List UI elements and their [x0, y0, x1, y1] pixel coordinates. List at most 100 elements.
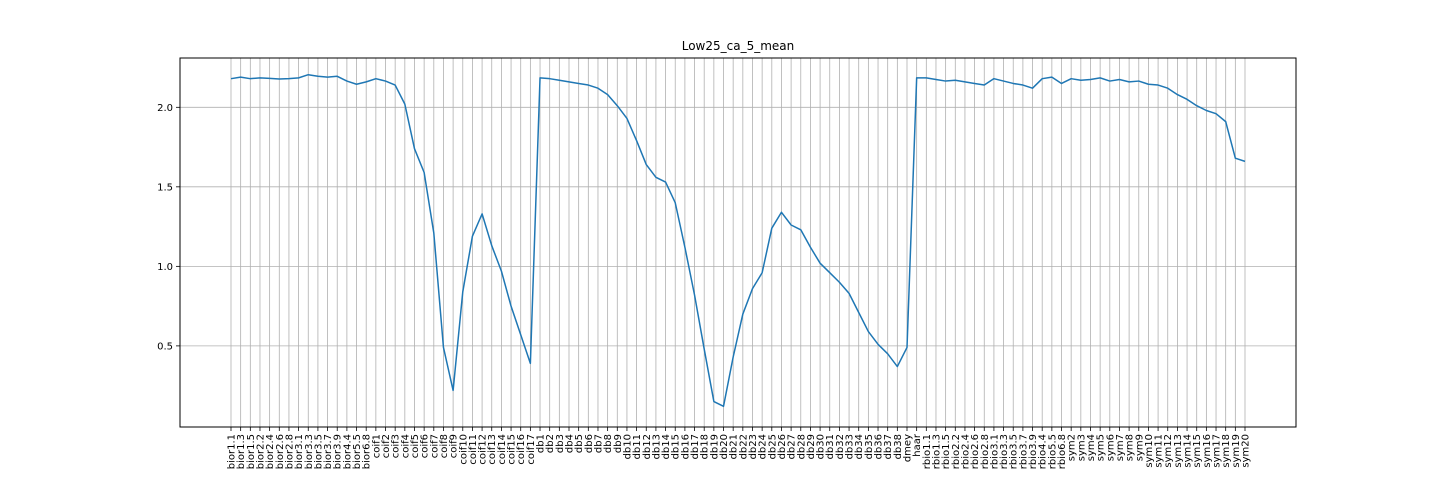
x-tick-label: sym4: [1086, 434, 1097, 461]
x-tick-label: db26: [777, 434, 788, 459]
x-tick-label: coif16: [516, 434, 527, 465]
y-axis: 0.5 1.0 1.5 2.0: [157, 103, 180, 352]
x-tick-label: db28: [796, 434, 807, 459]
x-tick-label: db19: [709, 434, 720, 459]
x-tick-label: db36: [874, 434, 885, 459]
x-tick-label: sym3: [1076, 434, 1087, 461]
x-tick-label: coif12: [478, 434, 489, 465]
y-tick-label: 1.5: [157, 182, 173, 193]
x-tick-label: db10: [622, 434, 633, 459]
x-tick-label: coif13: [487, 434, 498, 465]
x-tick-label: db6: [584, 434, 595, 453]
x-tick-label: rbio3.9: [1028, 434, 1039, 469]
x-tick-label: rbio1.5: [941, 434, 952, 469]
plot-area-background: [180, 58, 1296, 427]
x-tick-label: rbio1.1: [922, 434, 933, 469]
x-tick-label: db30: [816, 434, 827, 459]
x-tick-label: bior3.5: [313, 434, 324, 469]
x-tick-label: rbio2.8: [980, 434, 991, 469]
y-tick-label: 0.5: [157, 341, 173, 352]
x-tick-label: bior1.3: [236, 434, 247, 469]
x-tick-label: sym7: [1115, 434, 1126, 461]
x-tick-label: db15: [671, 434, 682, 459]
x-tick-label: db29: [806, 434, 817, 459]
data-series: [230, 73, 1246, 408]
x-tick-label: db22: [738, 434, 749, 459]
x-tick-label: bior3.7: [323, 434, 334, 469]
x-tick-label: coif5: [410, 434, 421, 458]
x-tick-label: sym16: [1202, 434, 1213, 468]
x-tick-label: db34: [854, 434, 865, 459]
x-tick-label: rbio3.7: [1018, 434, 1029, 469]
x-tick-label: db11: [632, 434, 643, 459]
plot-area-frame: [179, 57, 1297, 428]
x-tick-label: bior3.3: [304, 434, 315, 469]
x-tick-label: db18: [700, 434, 711, 459]
x-tick-label: db14: [661, 434, 672, 459]
grid-lines: [180, 58, 1296, 427]
x-tick-label: sym2: [1067, 434, 1078, 461]
x-tick-label: bior2.4: [265, 434, 276, 469]
x-tick-label: sym19: [1231, 434, 1242, 468]
x-tick-label: sym14: [1183, 434, 1194, 468]
x-tick-label: coif8: [439, 434, 450, 458]
x-tick-label: coif10: [458, 434, 469, 465]
x-tick-label: bior2.6: [275, 434, 286, 469]
x-tick-label: coif3: [391, 434, 402, 458]
x-tick-label: bior3.1: [294, 434, 305, 469]
x-tick-label: rbio5.5: [1047, 434, 1058, 469]
x-tick-label: db25: [767, 434, 778, 459]
x-tick-label: rbio3.1: [989, 434, 1000, 469]
x-tick-label: sym17: [1212, 434, 1223, 468]
x-tick-label: sym6: [1105, 434, 1116, 461]
chart-title: Low25_ca_5_mean: [682, 39, 795, 53]
x-tick-label: db31: [825, 434, 836, 459]
x-tick-label: coif17: [526, 434, 537, 465]
x-tick-label: coif9: [449, 434, 460, 458]
x-tick-label: rbio3.3: [999, 434, 1010, 469]
x-tick-label: db13: [651, 434, 662, 459]
x-tick-label: sym11: [1154, 434, 1165, 468]
x-tick-label: db1: [536, 434, 547, 453]
x-tick-label: rbio6.8: [1057, 434, 1068, 469]
x-tick-label: db9: [613, 434, 624, 453]
y-tick-label: 1.0: [157, 262, 173, 273]
x-tick-label: bior1.1: [227, 434, 238, 469]
x-tick-label: sym9: [1134, 434, 1145, 461]
x-tick-label: db2: [545, 434, 556, 453]
x-tick-label: rbio1.3: [931, 434, 942, 469]
x-tick-label: db3: [555, 434, 566, 453]
x-tick-label: coif1: [371, 434, 382, 458]
x-tick-label: db5: [574, 434, 585, 453]
x-tick-label: db8: [603, 434, 614, 453]
x-tick-label: coif11: [468, 434, 479, 465]
x-tick-label: db37: [883, 434, 894, 459]
x-tick-label: db21: [729, 434, 740, 459]
x-tick-label: coif7: [429, 434, 440, 458]
x-tick-label: db27: [787, 434, 798, 459]
x-tick-label: rbio3.5: [1009, 434, 1020, 469]
x-tick-label: rbio2.4: [960, 434, 971, 469]
x-tick-label: haar: [912, 433, 923, 457]
x-tick-label: db7: [593, 434, 604, 453]
x-tick-label: rbio2.6: [970, 434, 981, 469]
x-tick-label: db17: [690, 434, 701, 459]
x-tick-label: bior6.8: [362, 434, 373, 469]
x-tick-label: db32: [835, 434, 846, 459]
x-tick-label: coif2: [381, 434, 392, 458]
x-tick-label: db38: [893, 434, 904, 459]
x-tick-label: db24: [758, 434, 769, 459]
x-tick-label: dmey: [903, 434, 914, 462]
x-tick-label: db16: [680, 434, 691, 459]
x-tick-label: sym15: [1192, 434, 1203, 468]
y-tick-label: 2.0: [157, 103, 173, 114]
x-tick-label: coif15: [507, 434, 518, 465]
x-tick-label: coif4: [400, 434, 411, 458]
x-tick-label: bior3.9: [333, 434, 344, 469]
series-line: [230, 73, 1246, 408]
x-tick-label: sym18: [1221, 434, 1232, 468]
x-tick-label: sym12: [1163, 434, 1174, 468]
x-tick-label: db35: [864, 434, 875, 459]
